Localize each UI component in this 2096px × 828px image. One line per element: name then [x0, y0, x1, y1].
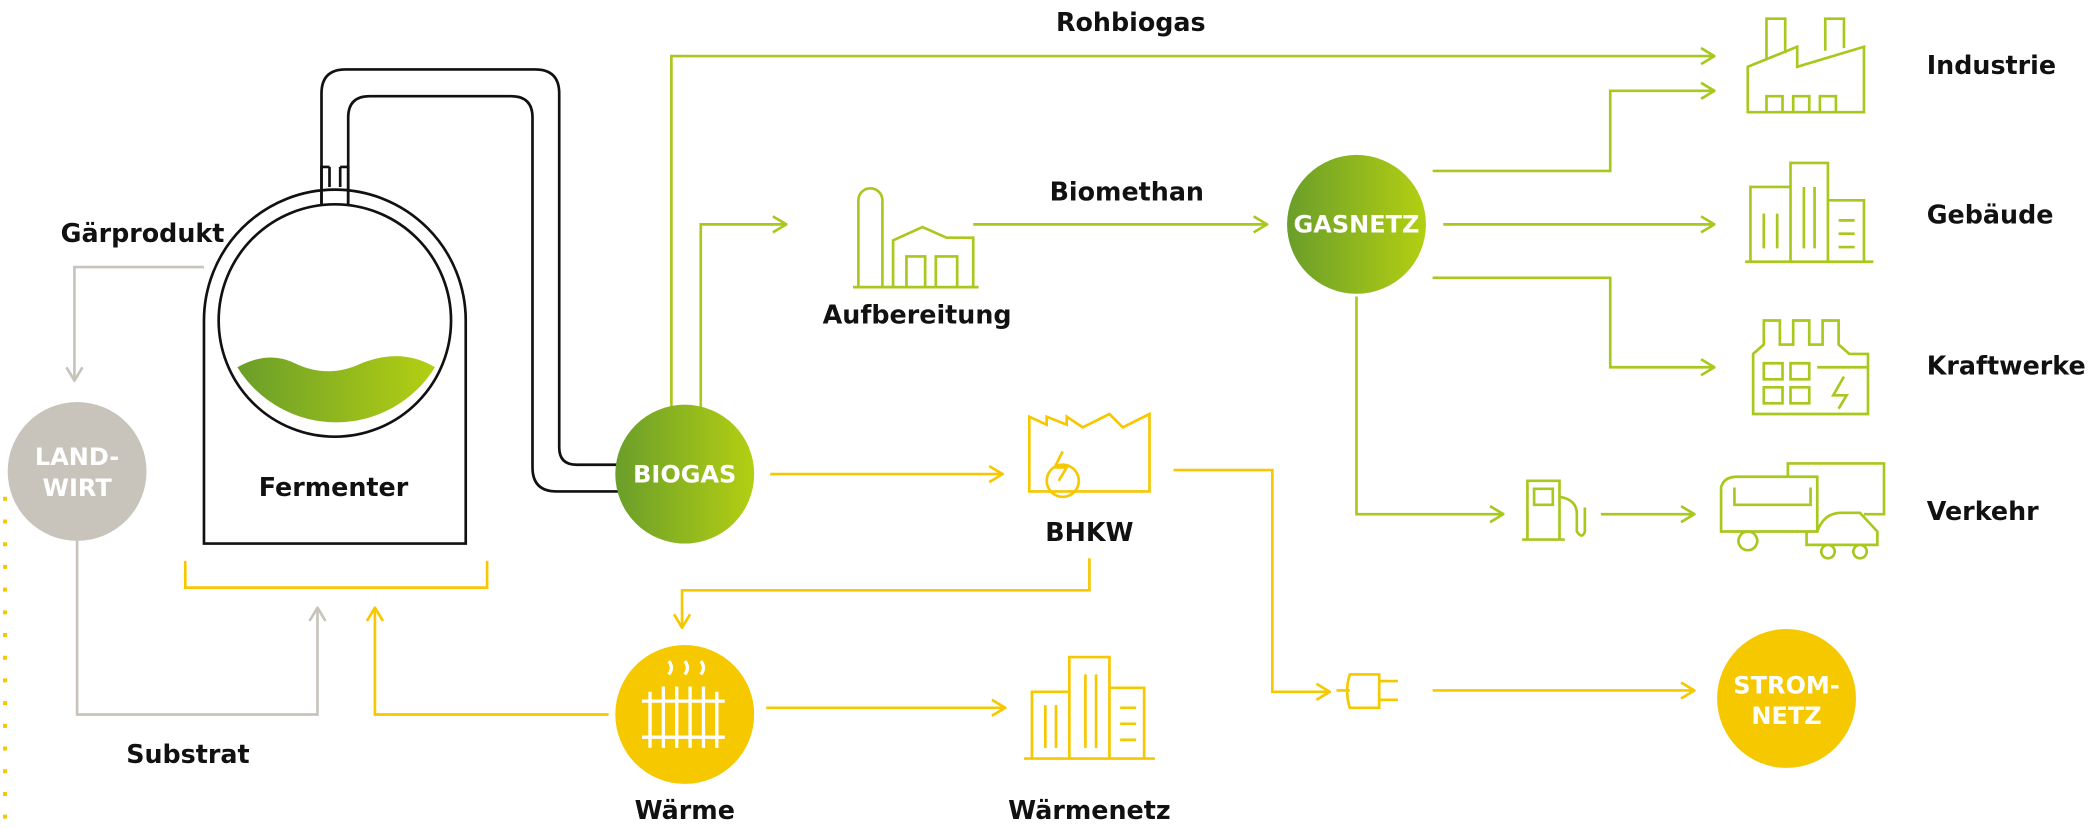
- hub-line: NETZ: [1751, 702, 1821, 730]
- diagram: LAND- WIRT BIOGAS GASNETZ STROM- NETZ Rohb…: [0, 0, 2096, 828]
- label: Aufbereitung: [823, 300, 1012, 330]
- hub-label: BIOGAS: [633, 460, 736, 488]
- hub-line: LAND-: [35, 443, 119, 471]
- label: Rohbiogas: [1056, 7, 1206, 37]
- label: Substrat: [126, 739, 249, 769]
- hub-circle: [8, 402, 147, 541]
- connectors: [5, 56, 1714, 828]
- label: Gebäude: [1927, 199, 2054, 229]
- label: Wärmenetz: [1008, 795, 1170, 825]
- label: Verkehr: [1927, 496, 2039, 526]
- label: Wärme: [635, 795, 735, 825]
- label: BHKW: [1045, 517, 1133, 547]
- hub-line: STROM-: [1733, 671, 1839, 699]
- label: Biomethan: [1050, 177, 1204, 207]
- label: Industrie: [1927, 50, 2056, 80]
- hub-line: WIRT: [42, 474, 112, 502]
- label: Fermenter: [259, 472, 409, 502]
- label: Kraftwerke: [1927, 350, 2086, 380]
- label: Gärprodukt: [61, 218, 225, 248]
- page: {"texts":["Rohbiogas","Industrie","Biome…: [0, 0, 2096, 828]
- heat-circle: [615, 645, 754, 784]
- hub-label: GASNETZ: [1294, 211, 1420, 239]
- icons: [853, 19, 1884, 759]
